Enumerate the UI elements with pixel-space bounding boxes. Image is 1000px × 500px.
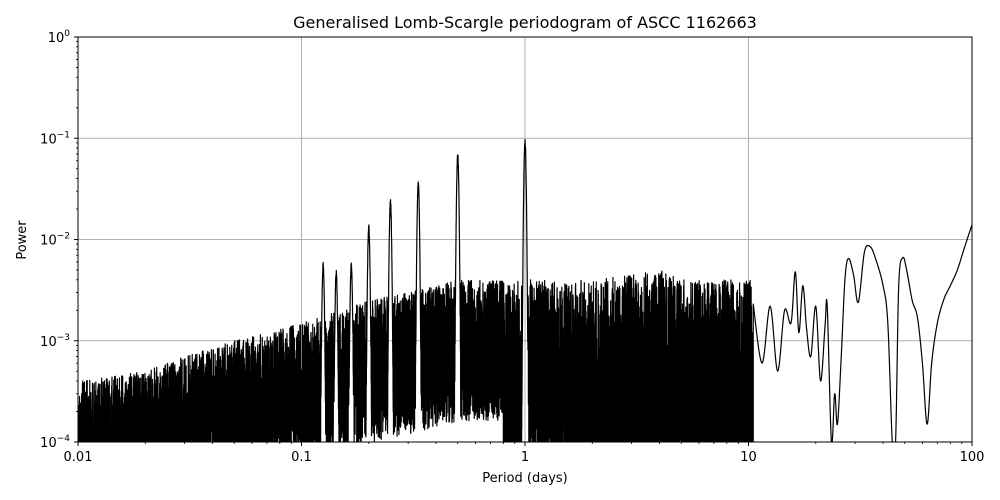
x-tick-label: 100 [960, 450, 985, 465]
x-tick-label: 0.01 [64, 450, 93, 465]
y-tick-label: 10−4 [40, 434, 70, 451]
x-axis-label: Period (days) [482, 471, 568, 486]
x-tick-label: 1 [521, 450, 529, 465]
chart-title: Generalised Lomb-Scargle periodogram of … [293, 13, 757, 32]
power-curve [78, 138, 972, 442]
y-tick-label: 10−1 [40, 130, 70, 147]
grid-lines [78, 37, 972, 442]
x-tick-label: 10 [740, 450, 757, 465]
x-axis-ticks: 0.01 0.1 1 10 100 [64, 442, 985, 465]
x-tick-label: 0.1 [291, 450, 312, 465]
y-tick-label: 10−3 [40, 333, 70, 350]
y-tick-label: 100 [48, 29, 71, 46]
y-axis-label: Power [15, 220, 30, 260]
y-tick-label: 10−2 [40, 232, 70, 249]
y-axis-ticks: 10−4 10−3 10−2 10−1 100 [40, 29, 78, 451]
